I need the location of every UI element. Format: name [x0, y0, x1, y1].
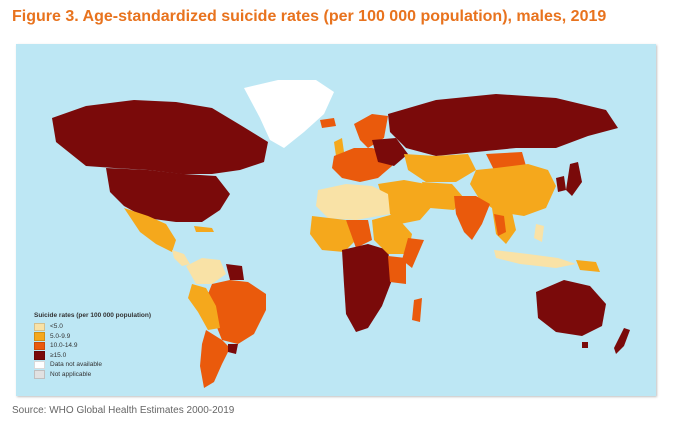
region-thailand — [494, 214, 506, 236]
region-central-africa — [342, 244, 392, 332]
legend-label: 10.0-14.9 — [50, 342, 78, 350]
region-uruguay — [228, 344, 238, 354]
region-central-west-africa — [346, 220, 372, 248]
region-philippines — [534, 224, 544, 242]
region-russia — [388, 94, 618, 156]
figure-title: Figure 3. Age-standardized suicide rates… — [12, 8, 607, 25]
region-madagascar — [412, 298, 422, 322]
region-tasmania — [582, 342, 588, 348]
region-india — [454, 196, 490, 240]
region-caribbean — [194, 226, 214, 232]
legend-item: 10.0-14.9 — [34, 341, 151, 351]
region-iceland — [320, 118, 336, 128]
region-usa — [106, 168, 230, 222]
region-new-zealand — [614, 328, 630, 354]
region-central-asia — [404, 154, 476, 182]
region-china — [470, 164, 556, 216]
legend-label: <5.0 — [50, 323, 63, 331]
world-map-panel: Suicide rates (per 100 000 population) <… — [16, 44, 656, 396]
region-japan — [566, 162, 582, 196]
region-somalia — [402, 238, 424, 268]
legend-swatch — [34, 332, 45, 341]
legend-item: 5.0-9.9 — [34, 332, 151, 342]
source-note: Source: WHO Global Health Estimates 2000… — [12, 405, 235, 416]
region-uk — [334, 138, 344, 156]
legend-item: Data not available — [34, 360, 151, 370]
world-map — [52, 80, 630, 388]
legend-label: 5.0-9.9 — [50, 332, 71, 340]
legend-swatch — [34, 351, 45, 360]
region-greenland — [244, 80, 334, 148]
region-png — [576, 260, 600, 272]
region-colombia-venezuela — [186, 258, 226, 284]
region-middle-east — [378, 180, 434, 224]
legend-item: <5.0 — [34, 322, 151, 332]
region-iran-pakistan — [422, 182, 464, 210]
region-guianas — [226, 264, 244, 280]
map-legend: Suicide rates (per 100 000 population) <… — [34, 312, 151, 379]
region-north-africa — [316, 184, 390, 220]
legend-swatch — [34, 322, 45, 331]
region-korea — [556, 176, 566, 192]
legend-item: Not applicable — [34, 370, 151, 380]
region-west-africa — [310, 216, 356, 252]
region-eastern-europe — [372, 138, 408, 166]
legend-label: Not applicable — [50, 370, 92, 378]
legend-label: ≥15.0 — [50, 351, 67, 359]
legend-swatch — [34, 370, 45, 379]
legend-title: Suicide rates (per 100 000 population) — [34, 312, 152, 319]
region-mexico — [124, 208, 176, 252]
region-australia — [536, 280, 606, 336]
legend-swatch — [34, 341, 45, 350]
region-kenya-tanzania — [388, 256, 406, 284]
region-canada — [52, 100, 268, 174]
region-east-africa — [372, 214, 412, 254]
region-indonesia — [494, 250, 576, 268]
legend-item: ≥15.0 — [34, 351, 151, 361]
legend-label: Data not available — [50, 361, 103, 369]
region-argentina-chile — [200, 330, 230, 388]
legend-swatch — [34, 360, 45, 369]
region-central-america — [172, 250, 190, 266]
region-peru-bolivia — [188, 284, 220, 330]
